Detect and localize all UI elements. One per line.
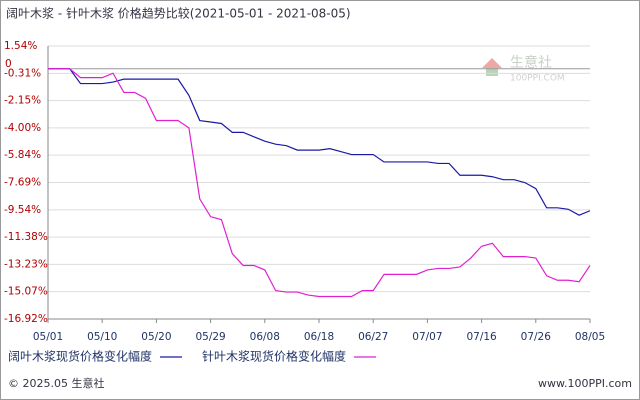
y-tick-label: -2.15%	[4, 95, 41, 107]
y-tick-label: -4.00%	[4, 122, 41, 134]
y-tick-label: -7.69%	[4, 177, 41, 189]
y-tick-label: -13.23%	[4, 258, 48, 270]
y-tick-label: 1.54%	[4, 40, 37, 52]
watermark-text: 生意社	[510, 54, 552, 71]
y-tick-label: -9.54%	[4, 204, 41, 216]
x-tick-label: 05/10	[87, 331, 117, 343]
legend-label: 针叶木浆现货价格变化幅度	[202, 349, 346, 364]
watermark-text: 100PPI.COM	[510, 74, 565, 84]
watermark: 生意社 100PPI.COM	[482, 54, 565, 84]
y-tick-label: -0.31%	[4, 67, 41, 79]
x-tick-label: 07/16	[466, 331, 497, 343]
y-tick-label: -11.38%	[4, 231, 48, 243]
chart-title: 阔叶木浆 - 针叶木浆 价格趋势比较(2021-05-01 - 2021-08-…	[6, 6, 351, 21]
x-tick-label: 08/05	[575, 331, 605, 343]
zero-label: 0	[5, 58, 12, 70]
x-tick-label: 06/08	[250, 331, 280, 343]
watermark-icon	[482, 58, 502, 68]
y-tick-label: -15.07%	[4, 286, 48, 298]
x-tick-label: 06/27	[358, 331, 388, 343]
series-line	[48, 68, 591, 216]
legend-label: 阔叶木浆现货价格变化幅度	[8, 349, 152, 364]
x-tick-label: 06/18	[304, 331, 334, 343]
watermark-icon	[486, 68, 498, 76]
footer-left: © 2025.05 生意社	[8, 376, 104, 390]
y-tick-label: -5.84%	[4, 149, 41, 161]
x-tick-label: 05/29	[195, 331, 225, 343]
x-tick-label: 05/01	[33, 331, 63, 343]
x-tick-label: 07/07	[412, 331, 442, 343]
series-line	[48, 68, 591, 298]
x-tick-label: 05/20	[141, 331, 171, 343]
x-tick-label: 07/26	[521, 331, 552, 343]
y-tick-label: -16.92%	[4, 313, 48, 325]
footer-right: www.100PPI.com	[538, 377, 632, 390]
